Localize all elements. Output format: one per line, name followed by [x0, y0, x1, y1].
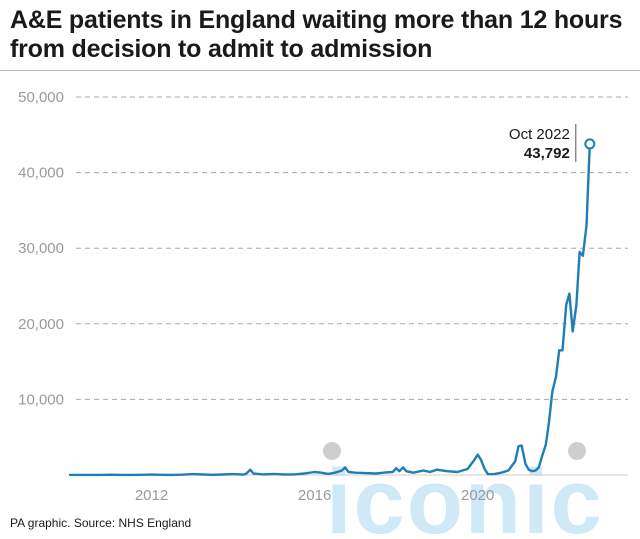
iconic-watermark: iconic: [323, 442, 604, 539]
y-axis-ticks: 10,000 20,000 30,000 40,000 50,000: [18, 89, 64, 408]
y-tick-label: 10,000: [18, 391, 64, 408]
watermark-dot: [568, 442, 586, 460]
x-tick-label: 2020: [461, 487, 494, 504]
annotation: Oct 2022 43,792: [509, 123, 596, 162]
x-axis-ticks: 2012 2016 2020: [135, 487, 495, 504]
y-tick-label: 40,000: [18, 165, 64, 182]
x-tick-label: 2016: [298, 487, 331, 504]
x-tick-label: 2012: [135, 487, 168, 504]
title-divider: [0, 70, 640, 71]
watermark-dot: [323, 442, 341, 460]
series-line: [68, 142, 591, 477]
y-tick-label: 30,000: [18, 240, 64, 257]
watermark-text: iconic: [326, 451, 604, 539]
y-tick-label: 50,000: [18, 89, 64, 106]
endpoint-marker: [584, 138, 596, 150]
source-note: PA graphic. Source: NHS England: [10, 516, 192, 530]
chart-title: A&E patients in England waiting more tha…: [10, 6, 623, 63]
y-tick-label: 20,000: [18, 316, 64, 333]
series-layer: [68, 142, 591, 477]
annotation-value: 43,792: [524, 145, 570, 162]
annotation-date: Oct 2022: [509, 126, 570, 143]
